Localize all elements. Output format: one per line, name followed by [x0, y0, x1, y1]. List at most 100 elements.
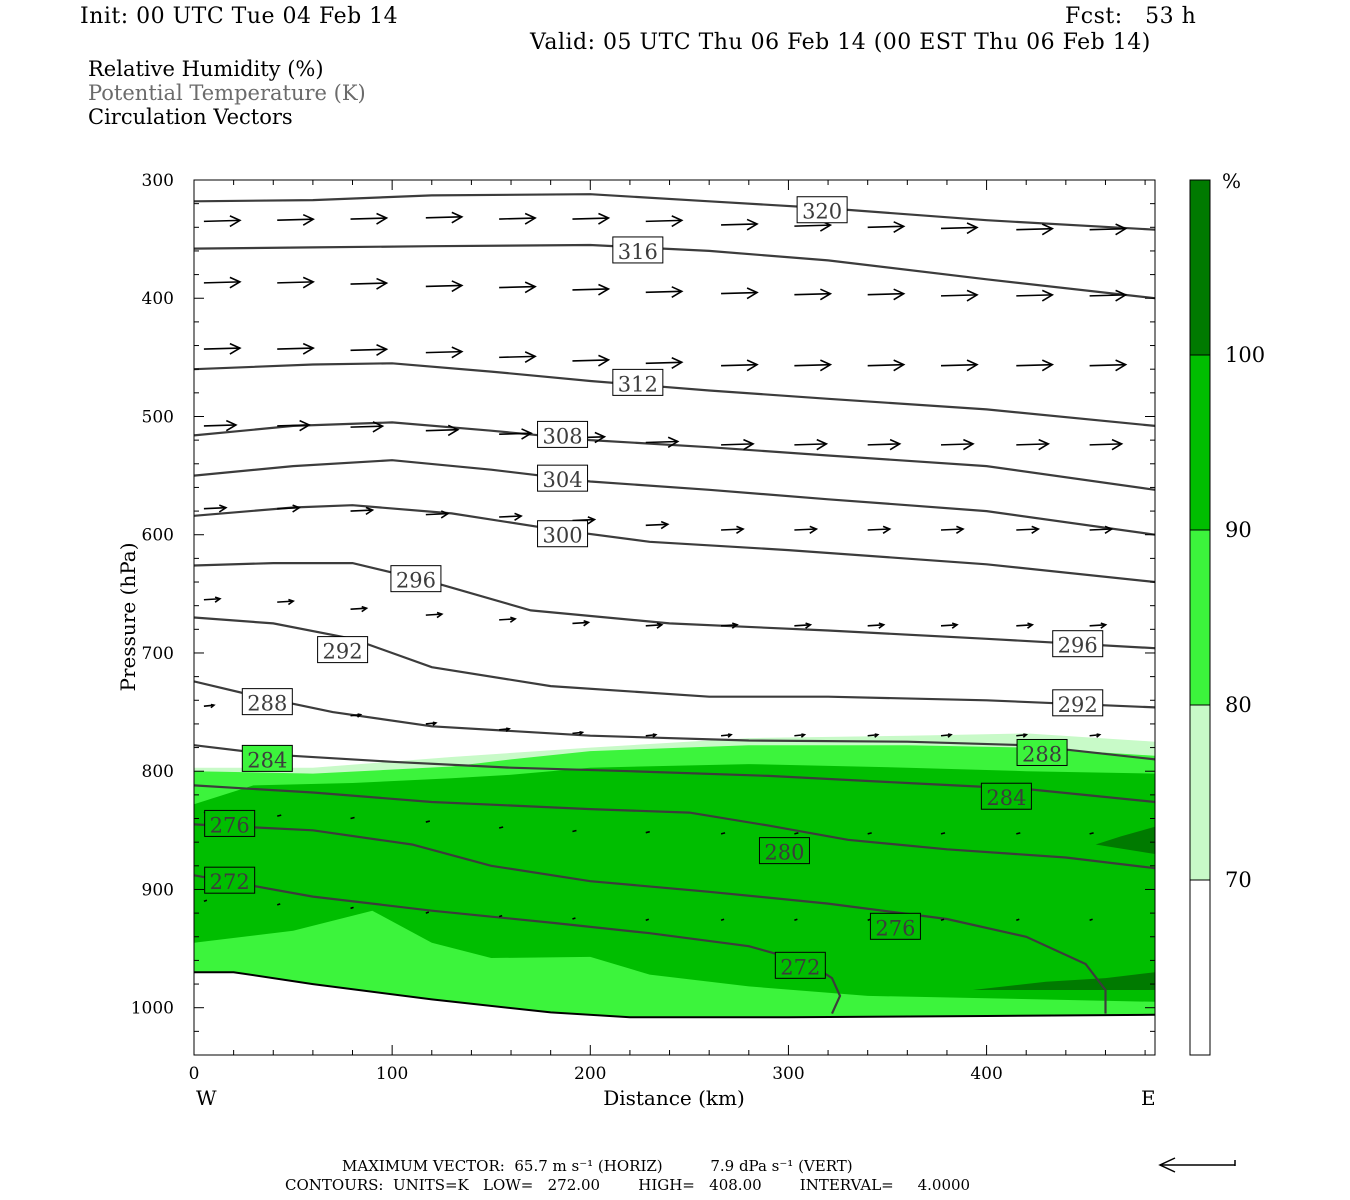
circulation-vector: [867, 359, 906, 372]
vector-head: [524, 212, 537, 225]
circulation-vector: [425, 721, 438, 727]
plot-frame: [193, 179, 1156, 1056]
circulation-vector: [645, 830, 650, 834]
contour-label-text: 292: [1058, 693, 1098, 717]
vector-shaft: [350, 217, 387, 220]
vector-shaft: [645, 361, 682, 365]
y-tick-label: 1000: [131, 999, 174, 1019]
theta-contour-272-17: [194, 874, 842, 1015]
colorbar-label: 80: [1225, 693, 1252, 717]
vector-shaft: [499, 217, 536, 220]
vector-shaft: [350, 425, 383, 428]
circulation-vector: [350, 277, 389, 290]
vector-head: [376, 277, 389, 290]
vector-head: [361, 605, 369, 613]
contour-label-text: 276: [210, 813, 250, 837]
circulation-vector: [721, 287, 759, 300]
contour-label: 296: [390, 565, 442, 593]
vector-head: [598, 354, 611, 367]
vector-head: [966, 222, 979, 235]
circulation-vector: [940, 622, 959, 629]
forecast-hour: Fcst: 53 h: [1065, 4, 1197, 29]
vector-shaft: [721, 363, 758, 367]
circulation-vector: [867, 221, 906, 233]
circulation-vector: [940, 918, 945, 921]
circulation-vector: [350, 506, 375, 516]
contour-label-text: 316: [618, 240, 658, 264]
colorbar-segment: [1190, 705, 1210, 880]
vector-shaft: [277, 281, 314, 284]
circulation-vector: [1089, 359, 1128, 372]
vector-head: [302, 213, 315, 226]
circulation-vector: [794, 733, 807, 738]
vector-head: [1027, 622, 1035, 629]
circulation-vector: [1016, 525, 1041, 534]
circulation-vector: [499, 351, 537, 364]
circulation-vector: [867, 622, 886, 629]
vector-shaft: [1016, 443, 1049, 446]
contour-label-box: [869, 912, 921, 940]
circulation-vector: [1016, 223, 1055, 236]
vector-head: [524, 281, 537, 294]
vector-shaft: [572, 217, 609, 220]
y-axis-label: Pressure (hPa): [116, 543, 140, 692]
vector-shaft: [203, 219, 240, 223]
contour-label-text: 296: [1058, 634, 1098, 658]
rh-fill-90: [194, 764, 1155, 1002]
circulation-vector: [425, 611, 444, 619]
reference-vector-head: [1158, 1157, 1176, 1173]
vector-shaft: [277, 218, 314, 222]
contour-label-text: 276: [875, 916, 915, 940]
vector-head: [218, 504, 228, 513]
vector-head: [1100, 622, 1108, 629]
vector-head: [816, 438, 829, 451]
vector-shaft: [203, 506, 226, 510]
circulation-vector: [645, 215, 684, 228]
circulation-vector: [203, 899, 208, 903]
vector-head: [947, 733, 953, 738]
contour-label: 304: [537, 464, 589, 492]
circulation-vector: [277, 342, 315, 355]
vector-shaft: [940, 832, 946, 835]
vector-head: [372, 421, 385, 433]
vector-shaft: [499, 618, 516, 621]
vector-shaft: [940, 226, 978, 230]
theta-contour-276-15: [194, 823, 1107, 1014]
circulation-vector: [572, 730, 585, 736]
colorbar-label: 100: [1225, 343, 1265, 367]
contour-label-box: [537, 520, 589, 548]
vector-head: [505, 727, 511, 732]
circulation-vector: [940, 222, 979, 235]
vector-shaft: [499, 432, 532, 436]
circulation-vector: [425, 280, 464, 293]
field-vectors: Circulation Vectors: [88, 105, 293, 129]
contour-label: 296: [1052, 630, 1104, 658]
vector-shaft: [721, 528, 744, 531]
vector-head: [1104, 525, 1114, 534]
contour-label-text: 296: [396, 569, 436, 593]
circulation-vector: [1016, 289, 1055, 302]
circulation-vector: [720, 733, 733, 738]
vector-head: [229, 215, 242, 228]
vector-head: [598, 283, 611, 296]
vector-shaft: [1016, 528, 1039, 531]
vector-shaft: [867, 225, 904, 229]
vector-shaft: [203, 899, 208, 903]
vector-head: [893, 288, 906, 301]
vector-shaft: [350, 282, 387, 285]
circulation-vector: [1016, 832, 1021, 835]
circulation-vector: [277, 276, 315, 289]
vector-shaft: [277, 347, 314, 350]
vector-head: [594, 431, 607, 444]
y-tick-label: 400: [142, 289, 174, 309]
vector-shaft: [1089, 443, 1122, 446]
vector-shaft: [645, 290, 682, 294]
vector-shaft: [572, 917, 576, 920]
circulation-vector: [867, 832, 872, 835]
contour-label-box: [612, 236, 664, 264]
contour-label: 276: [869, 912, 921, 940]
theta-contour-292-8: [194, 616, 1155, 709]
circulation-vector: [794, 438, 829, 451]
vector-shaft: [1016, 227, 1053, 231]
